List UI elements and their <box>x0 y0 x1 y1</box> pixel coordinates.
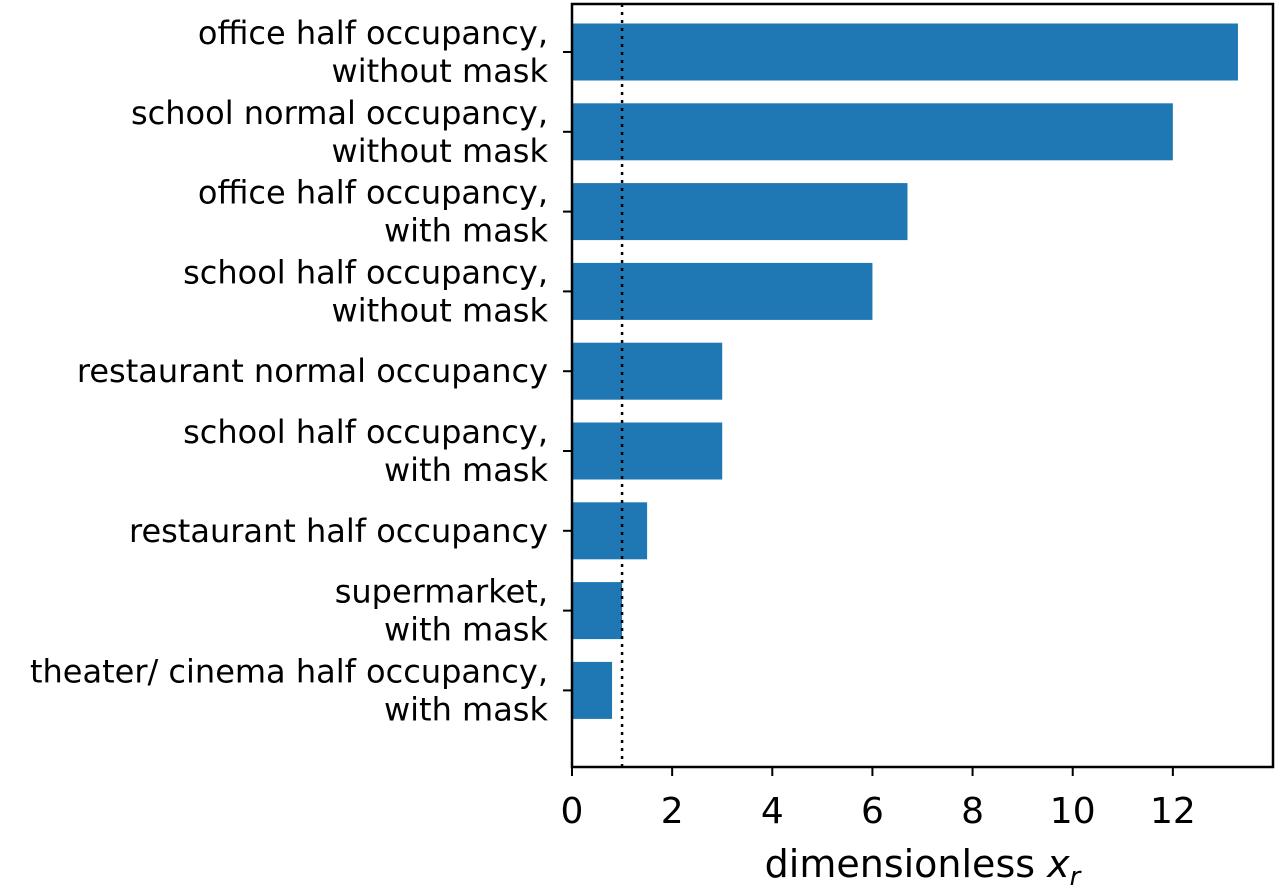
y-tick-label: office half occupancy, with mask <box>198 174 549 250</box>
bar <box>572 183 908 241</box>
y-tick-label: school half occupancy, with mask <box>183 413 548 489</box>
y-tick-label: school half occupancy, without mask <box>183 253 548 329</box>
y-tick-label: restaurant half occupancy <box>129 512 548 550</box>
x-tick-label: 6 <box>861 791 884 832</box>
y-tick-label-line: restaurant normal occupancy <box>77 352 548 390</box>
plot-frame <box>570 2 1275 769</box>
y-tick-label-line: without mask <box>332 291 549 329</box>
y-tick-label-line: office half occupancy, <box>198 14 548 52</box>
y-tick-label-line: with mask <box>384 451 549 489</box>
y-tick-label-line: with mask <box>384 690 549 728</box>
x-axis: 0 2 4 6 8 10 12 <box>561 767 1196 832</box>
y-tick-label-line: with mask <box>384 212 549 250</box>
y-tick-label-line: school half occupancy, <box>183 413 548 451</box>
y-tick-label-line: with mask <box>384 611 549 649</box>
bar <box>572 342 723 400</box>
y-tick-label: supermarket, with mask <box>335 573 549 649</box>
bar <box>572 422 723 480</box>
x-tick-label: 8 <box>961 791 984 832</box>
y-tick-label-line: theater/ cinema half occupancy, <box>30 652 548 690</box>
x-tick-label: 0 <box>561 791 584 832</box>
x-tick-label: 4 <box>761 791 784 832</box>
x-tick-label: 12 <box>1150 791 1196 832</box>
bar <box>572 661 613 719</box>
y-tick-label-line: office half occupancy, <box>198 174 548 212</box>
y-tick-label: theater/ cinema half occupancy, with mask <box>30 652 549 728</box>
x-axis-label: dimensionless xr <box>765 842 1083 891</box>
y-tick-label-line: without mask <box>332 132 549 170</box>
x-tick-label: 10 <box>1050 791 1096 832</box>
y-tick-label: office half occupancy, without mask <box>198 14 549 90</box>
bar <box>572 582 623 640</box>
y-tick-label-line: school half occupancy, <box>183 253 548 291</box>
bar <box>572 103 1173 161</box>
bars-group <box>572 23 1238 719</box>
y-tick-label-line: school normal occupancy, <box>131 94 548 132</box>
y-tick-label: school normal occupancy, without mask <box>131 94 548 170</box>
x-axis-label-variable: x <box>1046 842 1070 886</box>
y-tick-label: restaurant normal occupancy <box>77 352 548 390</box>
bar <box>572 23 1238 81</box>
bar <box>572 262 873 320</box>
y-tick-label-line: supermarket, <box>335 573 548 611</box>
x-axis-label-subscript: r <box>1070 862 1083 891</box>
y-tick-label-line: restaurant half occupancy <box>129 512 548 550</box>
y-axis: office half occupancy, without maskschool… <box>30 14 572 728</box>
bar <box>572 502 648 560</box>
x-tick-label: 2 <box>661 791 684 832</box>
y-tick-label-line: without mask <box>332 52 549 90</box>
x-axis-label-text: dimensionless <box>765 842 1047 886</box>
